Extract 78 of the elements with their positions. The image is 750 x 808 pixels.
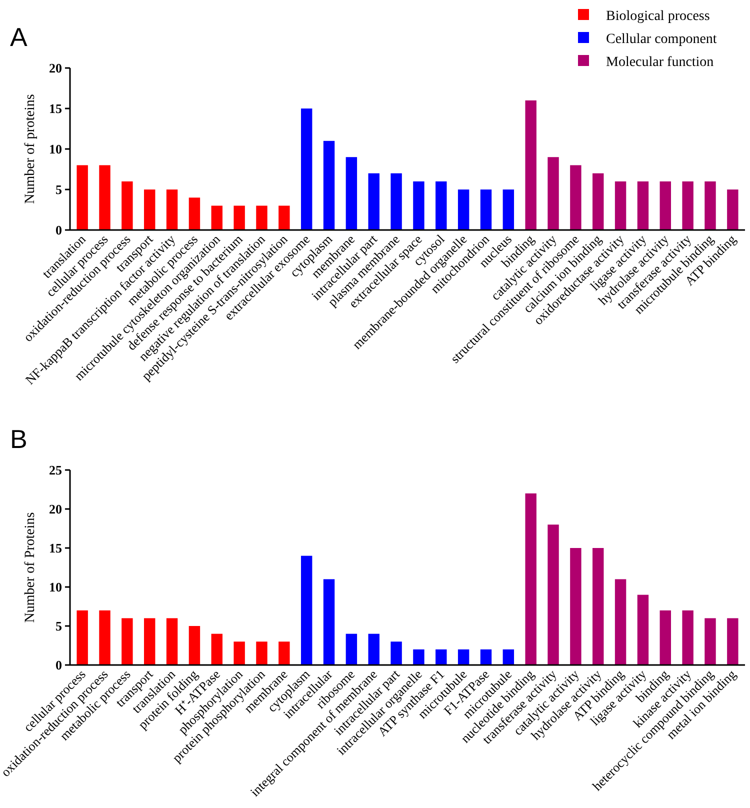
bar [300, 108, 312, 230]
bar [682, 181, 694, 230]
bar [704, 618, 716, 665]
y-tick-label: 15 [49, 101, 62, 116]
bar [660, 610, 671, 665]
bar [704, 181, 716, 230]
bar [166, 190, 178, 230]
bar [390, 642, 402, 665]
bar [682, 610, 694, 665]
bar [436, 181, 447, 230]
bar [211, 206, 222, 230]
bar [525, 100, 536, 230]
y-tick-label: 10 [49, 142, 62, 157]
bar [592, 548, 604, 665]
y-tick-label: 10 [49, 580, 62, 595]
y-axis-title: Number of Proteins [23, 512, 38, 623]
bar [278, 206, 290, 230]
y-axis-title: Number of proteins [23, 94, 38, 204]
bar [144, 618, 156, 665]
bar [592, 173, 604, 230]
bar [637, 181, 649, 230]
bar [278, 642, 290, 665]
bar [234, 206, 245, 230]
y-tick-label: 25 [49, 462, 62, 478]
chart-title: A [10, 22, 28, 52]
y-tick-label: 20 [49, 502, 62, 517]
bar [660, 181, 671, 230]
bar [413, 649, 424, 665]
bar [390, 173, 402, 230]
y-tick-label: 0 [56, 222, 62, 238]
bar [368, 634, 380, 665]
bar [346, 634, 358, 665]
bar [368, 173, 380, 230]
bar [570, 165, 582, 230]
bar [480, 190, 492, 230]
bar [502, 190, 514, 230]
y-tick-label: 20 [49, 60, 62, 76]
bar [436, 649, 447, 665]
bar [727, 618, 738, 665]
bar [323, 579, 335, 665]
bar [614, 181, 626, 230]
bar [188, 198, 200, 230]
bar [525, 493, 536, 665]
bar [614, 579, 626, 665]
bar [300, 556, 312, 665]
bar [637, 594, 649, 665]
bar [570, 548, 582, 665]
bar [256, 642, 268, 665]
bar [122, 181, 133, 230]
chart-title: B [10, 424, 28, 454]
bar [234, 642, 245, 665]
bar [166, 618, 178, 665]
bar [256, 206, 268, 230]
bar [211, 634, 222, 665]
bar [548, 157, 559, 230]
bar [76, 165, 88, 230]
y-tick-label: 5 [56, 618, 62, 634]
y-tick-label: 15 [49, 540, 62, 556]
bar [413, 181, 424, 230]
legend-label: Molecular function [606, 54, 714, 70]
bar [458, 649, 470, 665]
bar [727, 190, 738, 230]
bar [144, 190, 156, 230]
bar [122, 618, 133, 665]
bar [458, 190, 470, 230]
bar [502, 649, 514, 665]
legend-label: Cellular component [606, 32, 717, 47]
bar [548, 524, 559, 665]
bar [99, 610, 110, 665]
y-tick-label: 5 [56, 182, 62, 198]
bar [76, 610, 88, 665]
bar [99, 165, 110, 230]
y-tick-label: 0 [56, 658, 62, 673]
bar [323, 140, 335, 230]
bar [188, 626, 200, 665]
bar [480, 649, 492, 665]
legend-label: Biological process [606, 8, 710, 24]
bar [346, 157, 358, 230]
